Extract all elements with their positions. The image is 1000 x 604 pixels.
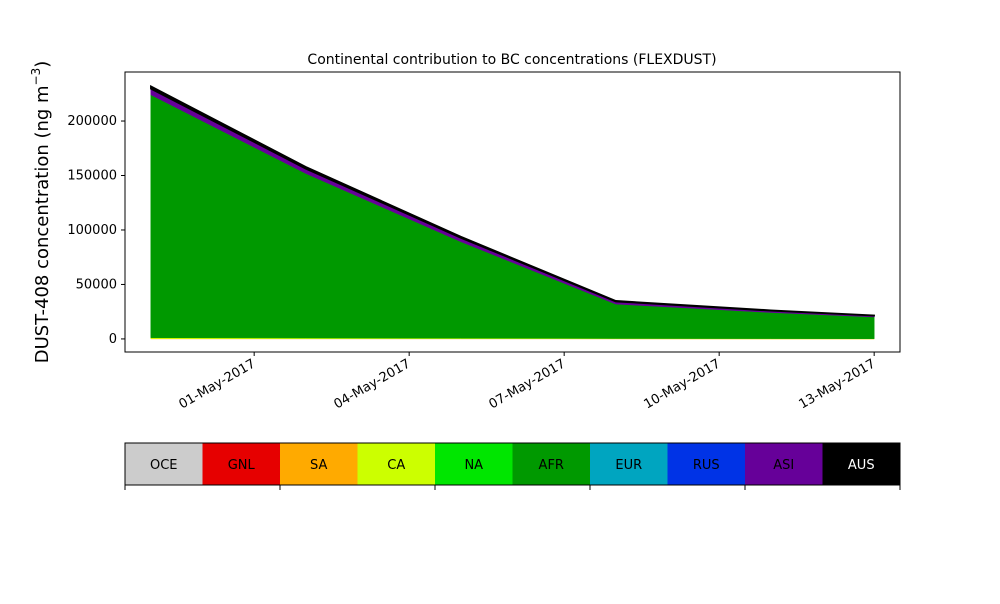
y-tick-label: 0 <box>109 332 117 347</box>
legend-label-oce: OCE <box>150 458 178 473</box>
x-tick-label: 07-May-2017 <box>486 356 568 412</box>
x-tick-label: 13-May-2017 <box>796 356 878 412</box>
legend-label-na: NA <box>464 458 483 473</box>
x-tick-label: 01-May-2017 <box>176 356 258 412</box>
area-series-afr <box>151 95 874 339</box>
x-tick-label: 10-May-2017 <box>641 356 723 412</box>
legend-label-sa: SA <box>310 458 327 473</box>
y-axis: 0 50000 100000 150000 200000 <box>67 114 125 347</box>
y-tick-label: 200000 <box>67 114 117 129</box>
y-tick-label: 100000 <box>67 223 117 238</box>
legend-label-eur: EUR <box>615 458 642 473</box>
legend-label-asi: ASI <box>773 458 794 473</box>
legend-label-aus: AUS <box>848 458 875 473</box>
legend-label-gnl: GNL <box>228 458 256 473</box>
y-axis-label: DUST-408 concentration (ng m−3) <box>29 61 53 364</box>
x-tick-label: 04-May-2017 <box>331 356 413 412</box>
x-axis: 01-May-2017 04-May-2017 07-May-2017 10-May-… <box>176 352 878 412</box>
legend-label-ca: CA <box>387 458 405 473</box>
y-tick-label: 150000 <box>67 169 117 184</box>
legend-colorbar: OCE GNL SA CA NA AFR EUR RUS ASI AUS <box>125 443 901 490</box>
chart-title: Continental contribution to BC concentra… <box>307 52 716 68</box>
legend-label-rus: RUS <box>693 458 720 473</box>
legend-label-afr: AFR <box>539 458 564 473</box>
plot-area <box>125 72 900 352</box>
y-tick-label: 50000 <box>76 277 117 292</box>
